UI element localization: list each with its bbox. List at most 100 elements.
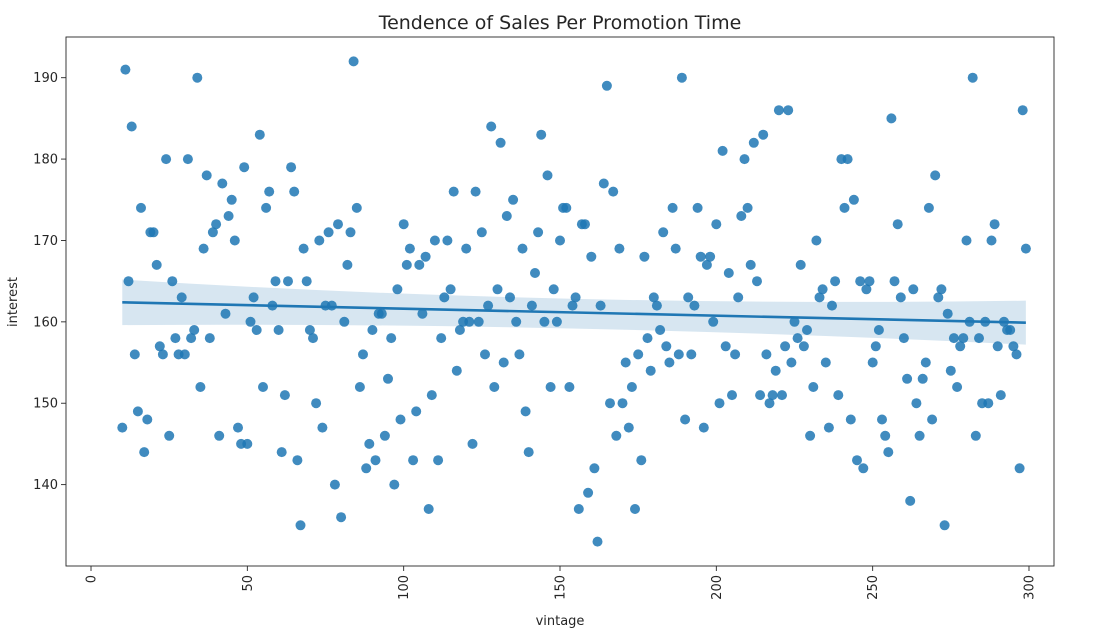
data-point: [827, 300, 837, 311]
x-tick-label: 0: [85, 575, 100, 583]
data-point: [701, 259, 712, 270]
data-point: [773, 105, 784, 116]
data-point: [383, 373, 393, 384]
data-point: [927, 414, 938, 425]
data-point: [708, 316, 719, 327]
data-point: [783, 105, 794, 116]
data-point: [261, 202, 272, 213]
data-point: [692, 202, 703, 213]
data-point: [676, 72, 687, 83]
data-point: [727, 390, 737, 401]
data-point: [573, 504, 584, 514]
data-point: [164, 430, 175, 441]
data-point: [304, 325, 315, 335]
data-point: [279, 390, 290, 401]
data-point: [823, 422, 834, 433]
data-point: [802, 325, 812, 335]
data-point: [207, 227, 218, 238]
data-point: [670, 243, 681, 254]
data-point: [505, 292, 515, 303]
data-point: [317, 422, 328, 433]
data-point: [842, 154, 853, 165]
data-point: [179, 349, 190, 360]
data-point: [439, 292, 450, 303]
data-point: [361, 463, 372, 474]
data-point: [436, 333, 447, 344]
x-tick-label: 250: [866, 575, 881, 600]
data-point: [1011, 349, 1022, 360]
data-point: [292, 455, 303, 466]
data-point: [429, 235, 440, 246]
data-point: [586, 251, 597, 262]
data-point: [433, 455, 444, 466]
data-point: [367, 325, 378, 335]
data-point: [286, 162, 297, 173]
data-point: [154, 341, 165, 352]
data-point: [189, 325, 200, 335]
data-point: [423, 504, 434, 514]
data-point: [392, 284, 403, 295]
data-point: [489, 382, 500, 392]
data-point: [1017, 105, 1028, 116]
data-point: [589, 463, 600, 474]
data-point: [389, 479, 400, 490]
data-point: [820, 357, 831, 368]
y-tick-label: 140: [33, 478, 58, 493]
data-point: [239, 162, 250, 173]
data-point: [880, 430, 891, 441]
data-point: [242, 438, 253, 449]
data-point: [673, 349, 684, 360]
data-point: [805, 430, 816, 441]
data-point: [248, 292, 259, 303]
data-point: [767, 390, 778, 401]
data-point: [536, 129, 547, 140]
data-point: [139, 447, 150, 458]
data-point: [226, 194, 237, 205]
data-point: [986, 235, 997, 246]
data-point: [898, 333, 909, 344]
data-point: [520, 406, 531, 417]
data-point: [451, 365, 462, 376]
data-point: [417, 308, 428, 319]
data-point: [570, 292, 581, 303]
y-axis-ticks: 140 150 160 170 180 190: [33, 71, 66, 493]
data-point: [132, 406, 143, 417]
data-point: [833, 390, 844, 401]
data-point: [605, 398, 615, 409]
data-point: [548, 284, 559, 295]
data-point: [936, 284, 947, 295]
data-point: [705, 251, 716, 262]
data-point: [464, 316, 475, 327]
data-point: [758, 129, 769, 140]
data-point: [454, 325, 465, 335]
y-tick-label: 190: [33, 71, 58, 86]
y-axis-label: interest: [6, 277, 21, 327]
data-point: [204, 333, 215, 344]
data-point: [276, 447, 287, 458]
data-point: [711, 219, 722, 230]
data-point: [311, 398, 322, 409]
data-point: [873, 325, 884, 335]
data-point: [517, 243, 528, 254]
x-axis-ticks: 0 50 100 150 200 250 300: [85, 566, 1037, 600]
data-points: [117, 56, 1031, 547]
data-point: [792, 333, 803, 344]
data-point: [661, 341, 672, 352]
data-point: [492, 284, 503, 295]
data-point: [733, 292, 744, 303]
data-point: [508, 194, 519, 205]
data-point: [814, 292, 825, 303]
data-point: [533, 227, 544, 238]
data-point: [198, 243, 209, 254]
data-point: [308, 333, 318, 344]
data-point: [655, 325, 666, 335]
data-point: [117, 422, 128, 433]
data-point: [195, 382, 206, 392]
data-point: [811, 235, 822, 246]
data-point: [864, 276, 875, 287]
data-point: [848, 194, 859, 205]
data-point: [333, 219, 343, 230]
data-point: [480, 349, 490, 360]
data-point: [148, 227, 159, 238]
